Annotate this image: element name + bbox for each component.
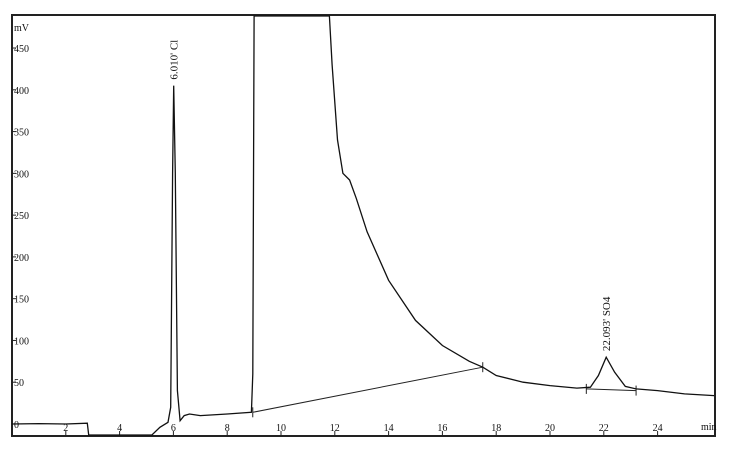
x-tick-label: 2 [63, 423, 68, 434]
y-axis-label: mV [14, 23, 30, 34]
x-tick-label: 6 [171, 423, 176, 434]
x-tick-label: 4 [117, 423, 122, 434]
x-tick-label: 8 [225, 423, 230, 434]
y-tick-label: 150 [14, 295, 29, 306]
x-tick-label: 12 [330, 423, 340, 434]
y-tick-label: 100 [14, 336, 29, 347]
y-tick-label: 450 [14, 44, 29, 55]
plot-frame [11, 14, 716, 437]
x-axis-label: min [701, 422, 717, 433]
x-tick-label: 22 [599, 423, 609, 434]
y-tick-label: 300 [14, 169, 29, 180]
x-tick-label: 20 [545, 423, 555, 434]
y-tick-label: 50 [14, 378, 24, 389]
integration-baseline [252, 366, 483, 413]
y-tick-label: 250 [14, 211, 29, 222]
y-tick-label: 350 [14, 128, 29, 139]
x-tick-label: 14 [384, 423, 394, 434]
peak-label: 22.093' SO4 [601, 296, 613, 351]
x-tick-label: 16 [437, 423, 447, 434]
signal-trace [11, 15, 715, 436]
y-tick-label: 0 [14, 420, 19, 431]
integration-baseline [586, 388, 637, 392]
x-tick-label: 18 [491, 423, 501, 434]
peak-label: 6.010' Cl [169, 40, 181, 80]
x-tick-label: 10 [276, 423, 286, 434]
x-tick-label: 24 [653, 423, 663, 434]
y-tick-label: 200 [14, 253, 29, 264]
y-tick-label: 400 [14, 86, 29, 97]
